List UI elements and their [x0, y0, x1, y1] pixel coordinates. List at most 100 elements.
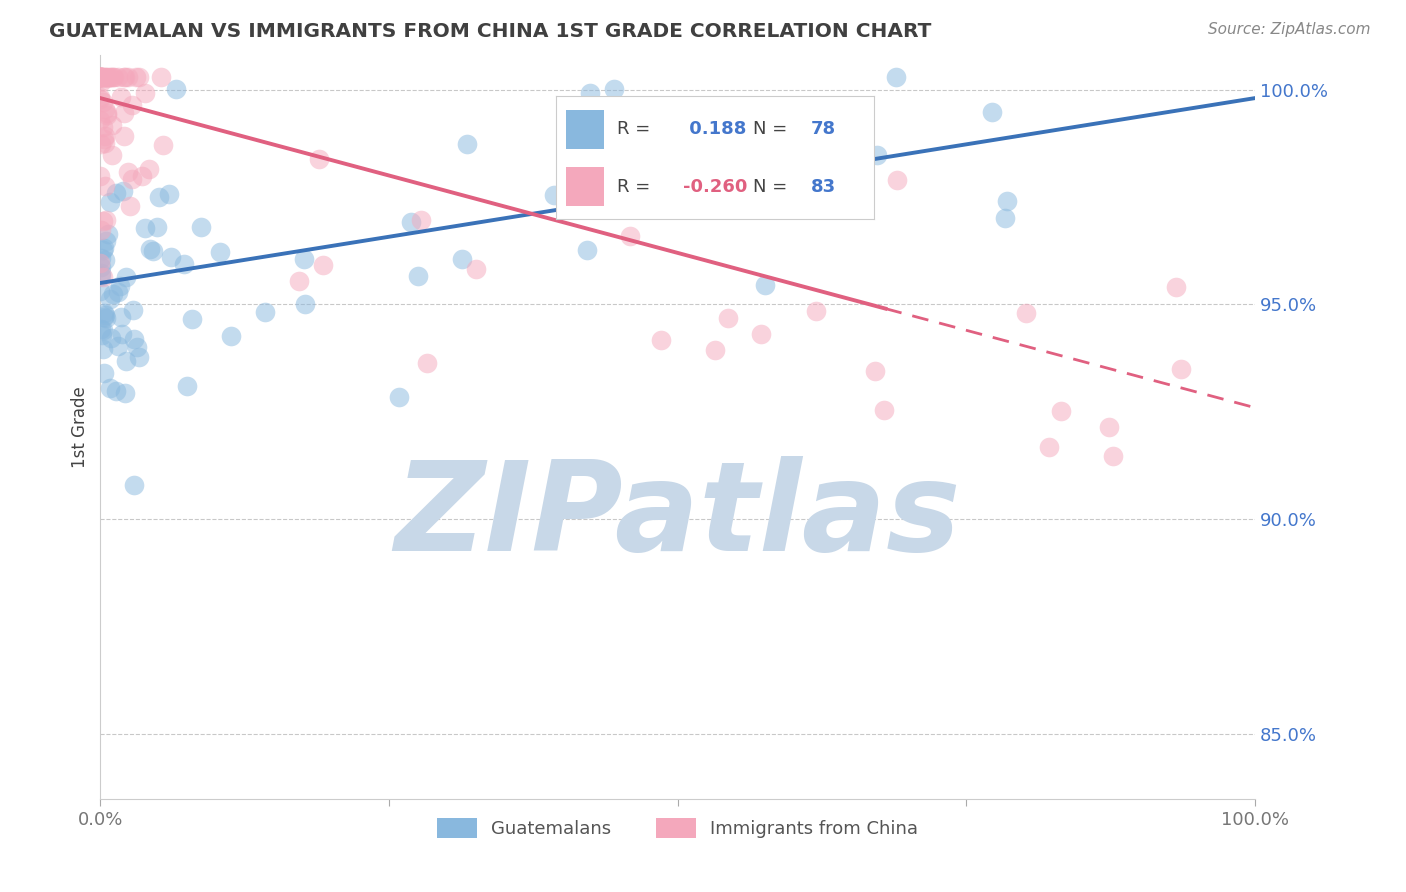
Point — [884, 70, 907, 84]
Point — [91, 269, 114, 284]
Point — [115, 269, 138, 284]
Point — [105, 384, 128, 399]
Point — [150, 70, 173, 84]
Point — [89, 70, 111, 84]
Point — [90, 137, 112, 152]
Point — [127, 340, 149, 354]
Point — [107, 285, 129, 300]
Point — [128, 350, 150, 364]
Point — [114, 70, 136, 84]
Point — [112, 70, 135, 84]
Y-axis label: 1st Grade: 1st Grade — [72, 386, 89, 468]
Point — [91, 243, 114, 257]
Point — [219, 329, 242, 343]
Point — [995, 194, 1018, 209]
Point — [90, 70, 112, 84]
Point — [125, 70, 148, 84]
Point — [91, 70, 114, 84]
Point — [98, 381, 121, 395]
Point — [128, 70, 150, 84]
Point — [124, 332, 146, 346]
Point — [91, 342, 114, 356]
Point — [89, 256, 111, 270]
Point — [190, 220, 212, 235]
Point — [91, 214, 114, 228]
Point — [98, 70, 121, 84]
Text: Source: ZipAtlas.com: Source: ZipAtlas.com — [1208, 22, 1371, 37]
Point — [650, 333, 672, 347]
Point — [89, 113, 111, 128]
Point — [797, 118, 820, 132]
Point — [134, 221, 156, 235]
Point — [576, 243, 599, 257]
Point — [89, 70, 111, 84]
Point — [90, 321, 112, 335]
Point — [97, 227, 120, 241]
Point — [456, 136, 478, 151]
Point — [98, 292, 121, 306]
Point — [107, 339, 129, 353]
Point — [90, 75, 112, 89]
Point — [91, 95, 114, 109]
Point — [117, 165, 139, 179]
Point — [96, 106, 118, 120]
Point — [124, 478, 146, 492]
Point — [105, 186, 128, 200]
Point — [89, 169, 111, 183]
Point — [90, 251, 112, 265]
Point — [148, 190, 170, 204]
Point — [806, 304, 828, 318]
Point — [1049, 403, 1071, 417]
Point — [90, 70, 112, 84]
Point — [100, 70, 122, 84]
Point — [886, 172, 908, 186]
Point — [754, 277, 776, 292]
Point — [146, 219, 169, 234]
Point — [703, 343, 725, 357]
Point — [89, 70, 111, 84]
Point — [142, 244, 165, 259]
Point — [406, 268, 429, 283]
Point — [90, 70, 112, 84]
Point — [288, 274, 311, 288]
Point — [89, 70, 111, 84]
Point — [603, 81, 626, 95]
Point — [134, 86, 156, 100]
Point — [122, 303, 145, 318]
Point — [981, 105, 1004, 120]
Point — [1102, 450, 1125, 464]
Point — [110, 90, 132, 104]
Point — [401, 215, 423, 229]
Point — [90, 260, 112, 275]
Point — [114, 354, 136, 368]
Text: ZIPatlas: ZIPatlas — [394, 456, 960, 577]
Point — [157, 186, 180, 201]
Point — [89, 70, 111, 84]
Point — [121, 172, 143, 186]
Point — [94, 311, 117, 326]
Point — [176, 378, 198, 392]
Point — [91, 70, 114, 84]
Point — [90, 268, 112, 283]
Point — [863, 363, 886, 377]
Point — [98, 194, 121, 209]
Point — [89, 92, 111, 106]
Point — [165, 82, 187, 96]
Point — [208, 245, 231, 260]
Point — [619, 228, 641, 243]
Point — [110, 310, 132, 324]
Point — [792, 174, 814, 188]
Point — [294, 297, 316, 311]
Point — [1038, 440, 1060, 454]
Point — [96, 108, 118, 122]
Point — [121, 98, 143, 112]
Point — [94, 129, 117, 144]
Point — [91, 323, 114, 337]
Point — [114, 386, 136, 401]
Point — [555, 172, 578, 186]
Point — [613, 125, 636, 139]
Point — [93, 306, 115, 320]
Point — [465, 262, 488, 277]
Point — [717, 310, 740, 325]
Point — [94, 102, 117, 116]
